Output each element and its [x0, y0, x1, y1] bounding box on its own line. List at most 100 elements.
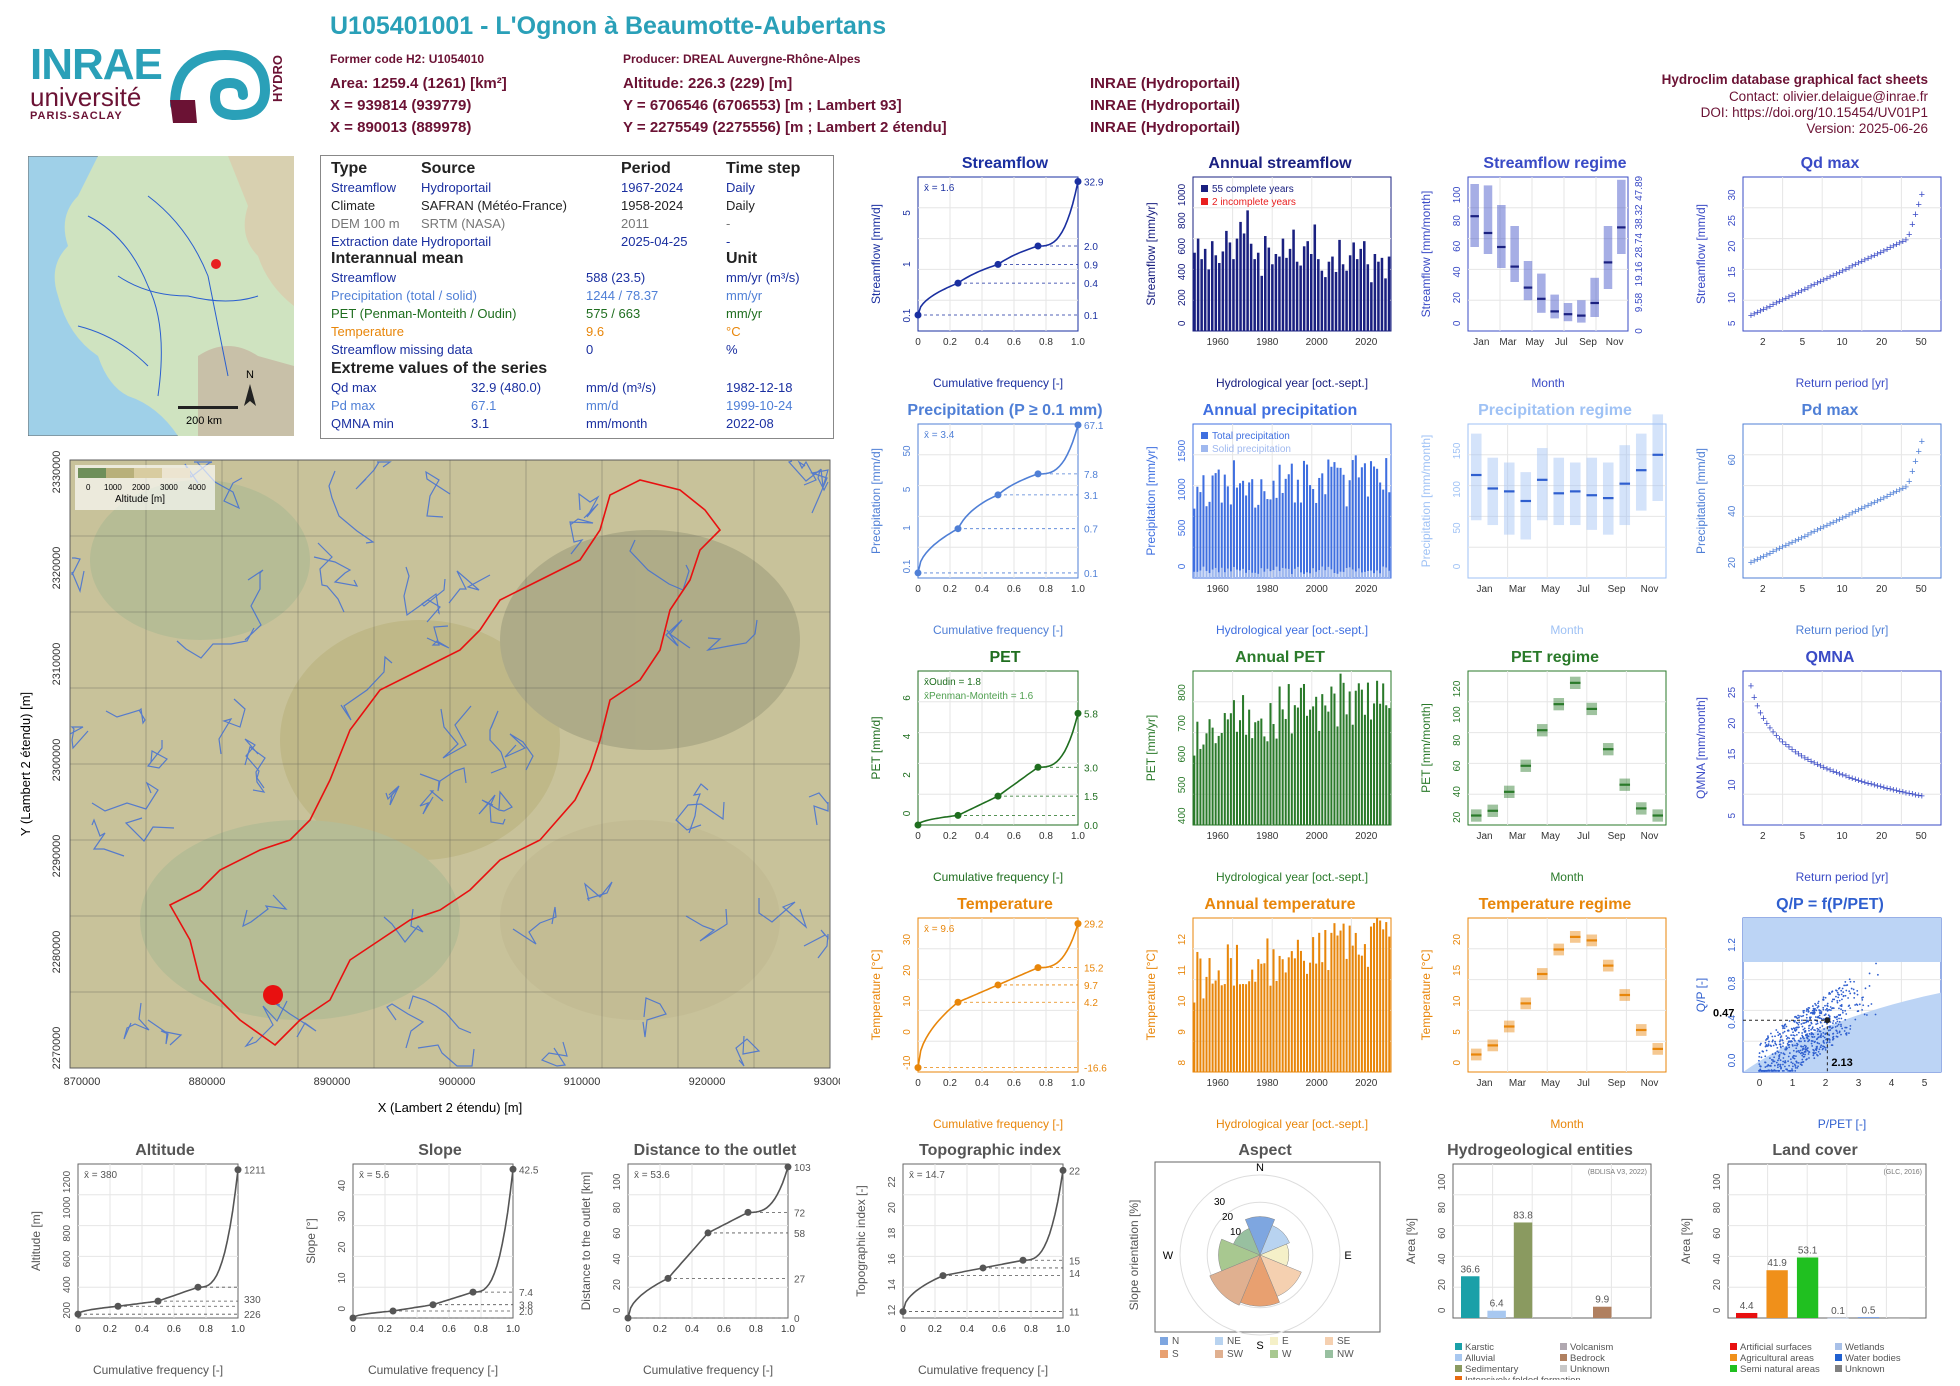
qp-point [1782, 1045, 1784, 1048]
x-tick-label: 2 [1760, 337, 1766, 348]
solid-precip-bar [1321, 566, 1324, 578]
return-period-point: + [1767, 723, 1773, 735]
y-tick-label: 50 [1452, 522, 1463, 534]
y-tick-label: 400 [1177, 807, 1188, 824]
quantile-label: 9.7 [1084, 981, 1098, 992]
solid-precip-bar [1199, 570, 1202, 578]
y-tick-label: 1 [902, 525, 913, 531]
qp-point [1790, 1027, 1793, 1030]
qp-point [1818, 1014, 1821, 1017]
quantile-point [994, 260, 1002, 268]
qp-point [1817, 1005, 1820, 1007]
return-period-point: + [1849, 261, 1855, 273]
year-bar [1382, 929, 1385, 1072]
qp-point [1810, 1028, 1813, 1031]
year-bar [1245, 984, 1248, 1072]
qp-point [1774, 1069, 1777, 1072]
qp-point [1849, 1028, 1852, 1030]
legend-label: E [1282, 1336, 1289, 1347]
y-tick-label: 1 [902, 261, 913, 267]
month-box [1619, 445, 1631, 526]
qp-point [1788, 1020, 1791, 1022]
qp-point [1841, 998, 1843, 1001]
year-bar [1366, 264, 1370, 331]
qp-point [1837, 1023, 1840, 1026]
qp-point [1845, 1032, 1848, 1034]
month-box [1537, 273, 1546, 313]
qp-point [1862, 996, 1864, 999]
qp-point [1806, 1058, 1808, 1060]
solid-precip-bar [1363, 571, 1366, 578]
x-tick-label: 2000 [1306, 337, 1329, 348]
qp-point [1771, 1039, 1774, 1042]
year-bar [1348, 691, 1351, 825]
y-tick-label: 11 [1177, 965, 1188, 976]
year-bar [1334, 271, 1338, 331]
y-tick-label: 20 [1727, 240, 1738, 252]
qp-point [1785, 1047, 1788, 1050]
y-tick-label: 100 [1437, 1173, 1448, 1190]
legend-swatch [1730, 1365, 1737, 1372]
source-3: INRAE (Hydroportail) [1090, 119, 1240, 136]
year-bar [1208, 958, 1211, 1072]
qp-point [1829, 992, 1832, 995]
year-bar [1238, 720, 1242, 825]
qp-point [1820, 1036, 1822, 1039]
hydro-label: HYDRO [270, 55, 285, 102]
extreme-name: Qd max [331, 380, 377, 395]
qp-point [1791, 1070, 1794, 1072]
return-period-point: + [1754, 554, 1760, 566]
year-bar [1275, 738, 1278, 825]
qp-point [1802, 1028, 1805, 1031]
year-bar [1232, 460, 1235, 578]
year-bar [1388, 492, 1391, 578]
quantile-point [114, 1302, 122, 1310]
x-tick-label: 0.6 [717, 1324, 731, 1335]
solid-precip-bar [1232, 566, 1235, 578]
quantile-label: -16.6 [1084, 1064, 1107, 1075]
return-period-point: + [1836, 267, 1842, 279]
solid-precip-bar [1281, 567, 1284, 578]
chart-title: Land cover [1772, 1142, 1857, 1159]
x-tick-label: Nov [1641, 1078, 1659, 1089]
year-bar [1275, 980, 1278, 1072]
x-tick-label: 2020 [1355, 1078, 1378, 1089]
qp-point [1789, 1058, 1792, 1061]
producer: Producer: DREAL Auvergne-Rhône-Alpes [623, 52, 861, 66]
qp-point [1772, 1060, 1775, 1063]
return-period-point: + [1824, 273, 1830, 285]
qp-point [1787, 1044, 1790, 1046]
return-period-point: + [1757, 305, 1763, 317]
y-tick-label: 10 [1727, 292, 1738, 304]
return-period-point: + [1903, 787, 1909, 799]
solid-precip-bar [1324, 570, 1327, 578]
year-bar [1363, 463, 1366, 578]
return-period-point: + [1824, 520, 1830, 532]
qp-point [1776, 1066, 1779, 1069]
year-bar [1211, 727, 1214, 825]
solid-precip-bar [1238, 570, 1242, 578]
year-bar [1363, 241, 1366, 331]
map-x-label: X (Lambert 2 étendu) [m] [378, 1100, 523, 1115]
return-period-point: + [1760, 551, 1766, 563]
quantile-label: 1.5 [1084, 792, 1098, 803]
x-tick-label: 0.4 [960, 1324, 974, 1335]
legend-swatch [1201, 198, 1208, 205]
year-bar [1199, 958, 1202, 1072]
year-bar [1309, 962, 1312, 1072]
y-tick-label: 0 [1437, 1307, 1448, 1313]
year-bar [1355, 259, 1359, 331]
solid-precip-bar [1196, 571, 1199, 578]
year-bar [1246, 210, 1249, 331]
extreme-name: Pd max [331, 398, 376, 413]
qp-point [1770, 1045, 1773, 1048]
legend-swatch [1270, 1350, 1278, 1358]
y-tick-label: 14 [887, 1279, 898, 1291]
x-tick-label: 0.8 [749, 1324, 763, 1335]
y-tick-label: 400 [1177, 263, 1188, 280]
year-bar [1366, 496, 1369, 578]
qp-point [1823, 1042, 1825, 1044]
x-tick-label: 1 [1790, 1078, 1796, 1089]
